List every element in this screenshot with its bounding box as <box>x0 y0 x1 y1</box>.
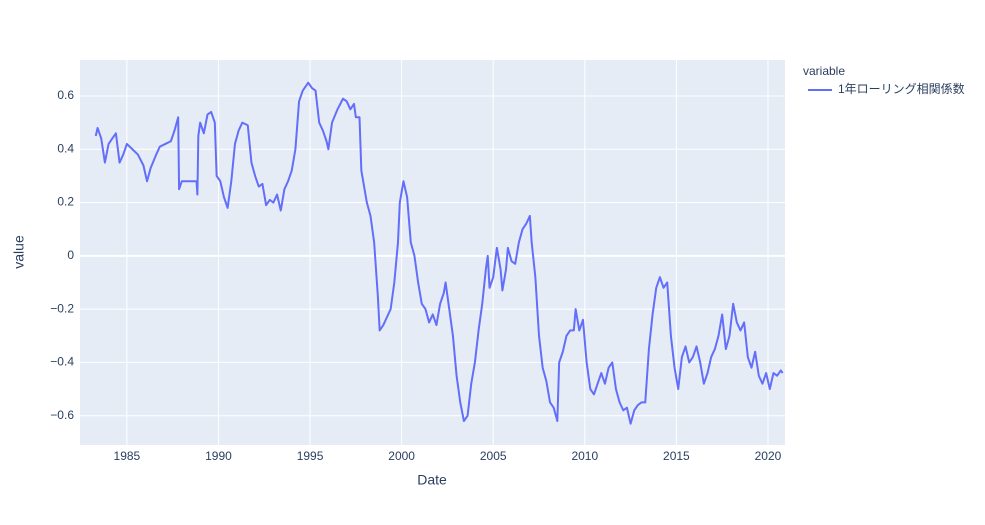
y-tick-label: −0.6 <box>50 408 74 422</box>
x-tick-label: 1995 <box>297 449 324 463</box>
y-tick-label: 0.6 <box>57 88 74 102</box>
x-tick-label: 2000 <box>388 449 415 463</box>
x-tick-label: 2015 <box>663 449 690 463</box>
x-tick-label: 1985 <box>114 449 141 463</box>
x-tick-label: 1990 <box>205 449 232 463</box>
y-tick-label: 0 <box>67 248 74 262</box>
legend-title: variable <box>803 64 845 78</box>
y-tick-label: 0.4 <box>57 141 74 155</box>
x-tick-label: 2020 <box>755 449 782 463</box>
y-tick-label: −0.4 <box>50 355 74 369</box>
x-tick-label: 2005 <box>480 449 507 463</box>
data-line <box>94 81 784 425</box>
x-axis-title: Date <box>417 472 447 488</box>
legend-label: 1年ローリング相関係数 <box>838 81 965 96</box>
y-tick-label: 0.2 <box>57 195 74 209</box>
y-tick-label: −0.2 <box>50 301 74 315</box>
x-tick-label: 2010 <box>571 449 598 463</box>
plot-area <box>80 60 785 445</box>
y-axis-title: value <box>11 235 27 269</box>
